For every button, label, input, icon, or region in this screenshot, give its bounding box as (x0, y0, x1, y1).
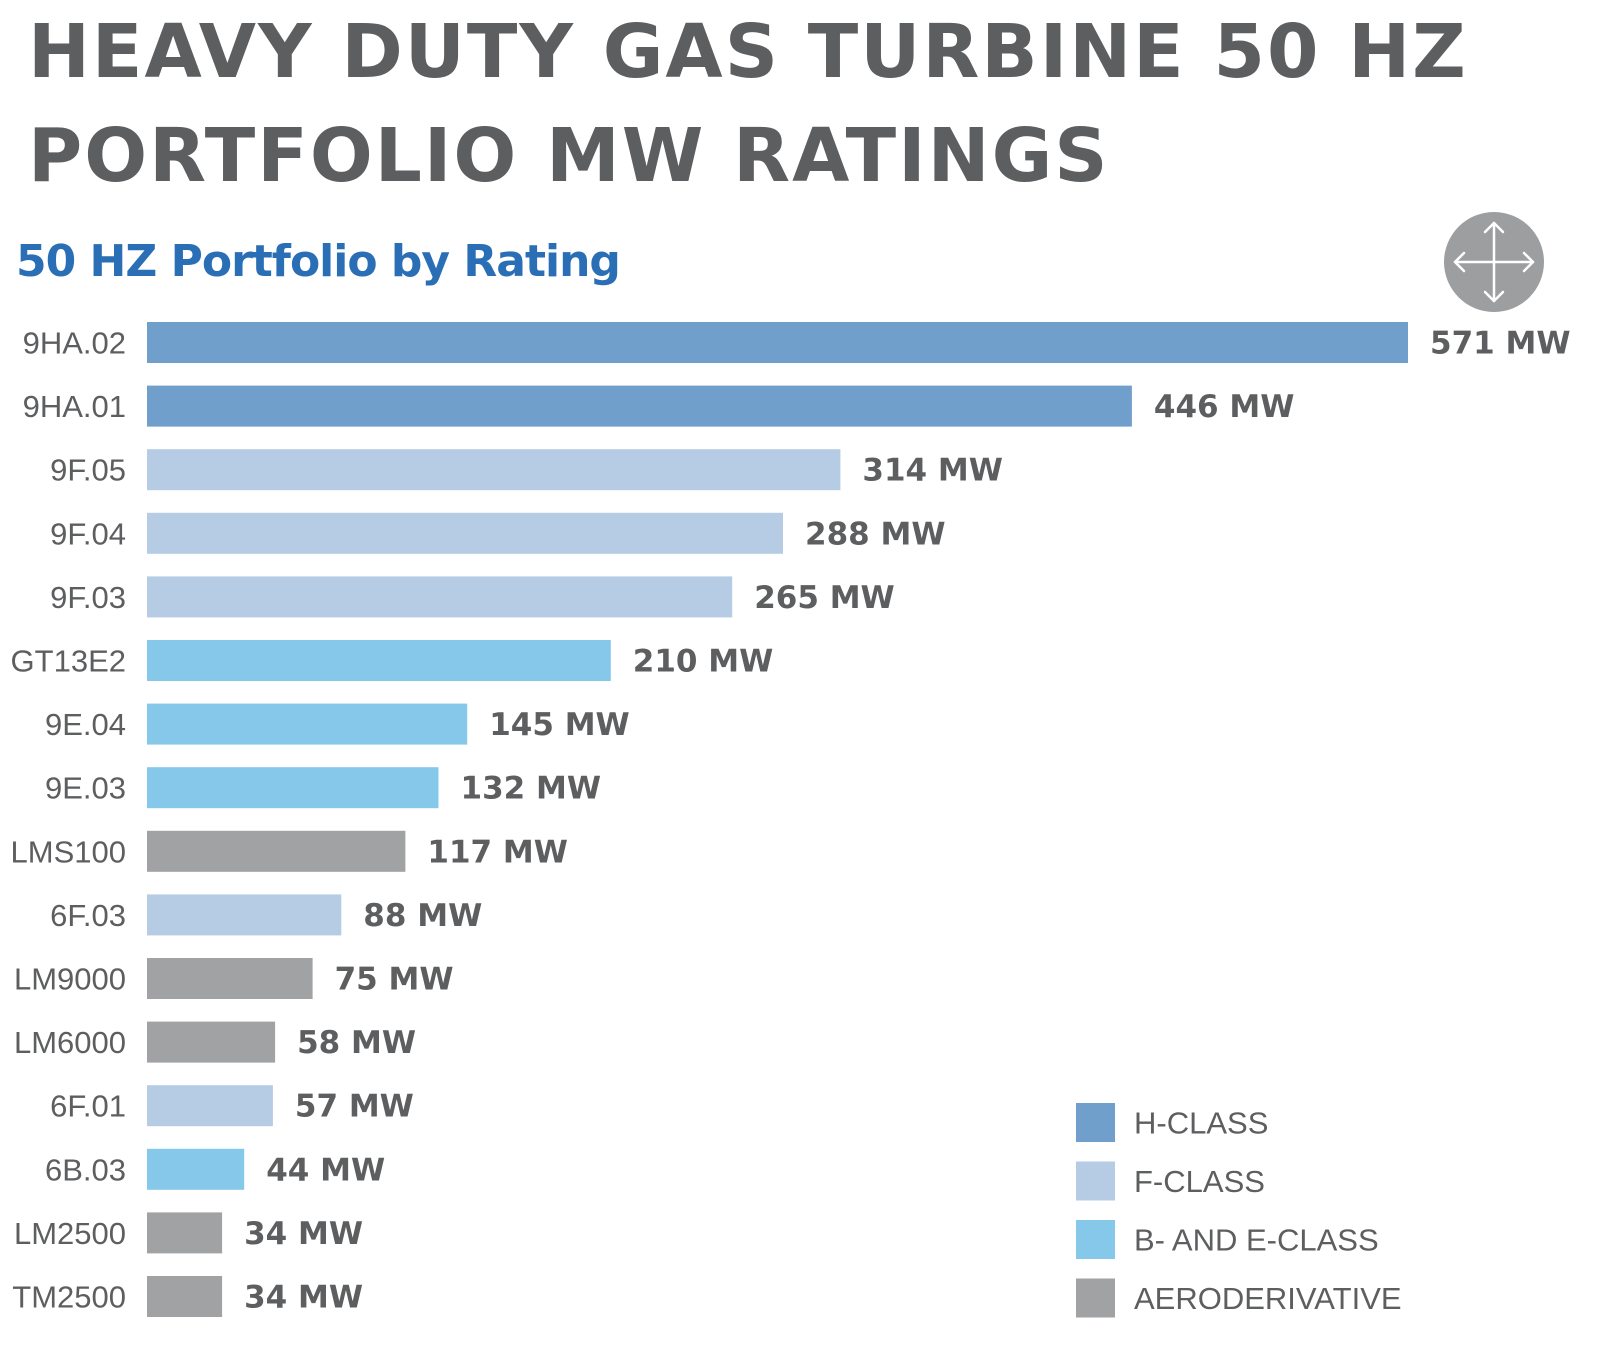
bar-lm9000 (147, 958, 313, 999)
bar-9f-05 (147, 449, 841, 491)
category-label: LM6000 (14, 1025, 126, 1060)
category-label: GT13E2 (11, 644, 126, 679)
value-label: 314 MW (862, 453, 1003, 489)
bar-lms100 (147, 830, 406, 872)
category-label: LM2500 (14, 1216, 126, 1251)
value-label: 288 MW (805, 516, 946, 552)
bar-9f-04 (147, 512, 783, 554)
legend-label-f: F-CLASS (1134, 1164, 1265, 1199)
category-label: 6F.03 (50, 898, 126, 933)
bar-6b-03 (147, 1148, 245, 1190)
category-label: 9HA.02 (23, 326, 126, 361)
category-label: LM9000 (14, 962, 126, 997)
legend-label-h: H-CLASS (1134, 1106, 1268, 1141)
value-label: 75 MW (335, 962, 454, 998)
legend-swatch-be (1076, 1220, 1115, 1259)
category-label: LMS100 (11, 834, 126, 869)
bar-gt13e2 (147, 640, 611, 681)
chart-title: 50 HZ Portfolio by Rating (16, 236, 621, 287)
main-title-line-1: HEAVY DUTY GAS TURBINE 50 HZ (28, 9, 1468, 95)
bar-lm2500 (147, 1212, 223, 1254)
bar-9e-03 (147, 767, 439, 809)
category-label: 6F.01 (50, 1089, 126, 1124)
bar-9f-03 (147, 576, 733, 618)
value-label: 446 MW (1154, 389, 1295, 425)
bar-9e-04 (147, 703, 468, 745)
category-label: 9F.03 (50, 580, 126, 615)
legend-swatch-h (1076, 1103, 1115, 1142)
value-label: 88 MW (363, 898, 482, 934)
value-label: 210 MW (633, 644, 774, 680)
category-label: 6B.03 (45, 1152, 126, 1187)
value-label: 265 MW (754, 580, 895, 616)
value-label: 58 MW (297, 1025, 416, 1061)
value-label: 132 MW (461, 771, 602, 807)
legend-swatch-f (1076, 1161, 1115, 1201)
category-label: 9HA.01 (23, 389, 126, 424)
bar-9ha-01 (147, 385, 1132, 427)
bar-tm2500 (147, 1276, 223, 1317)
legend-label-be: B- AND E-CLASS (1134, 1223, 1379, 1258)
bar-9ha-02 (147, 322, 1408, 363)
legend-label-aero: AERODERIVATIVE (1134, 1281, 1402, 1316)
value-label: 34 MW (244, 1280, 363, 1316)
value-label: 117 MW (427, 834, 568, 870)
main-title: HEAVY DUTY GAS TURBINE 50 HZ PORTFOLIO M… (28, 0, 1468, 208)
category-label: 9F.05 (50, 453, 126, 488)
category-label: 9F.04 (50, 516, 126, 551)
move-arrows-icon[interactable] (1444, 212, 1544, 312)
legend-swatch-aero (1076, 1278, 1115, 1318)
main-title-line-2: PORTFOLIO MW RATINGS (28, 113, 1110, 199)
value-label: 44 MW (266, 1152, 385, 1188)
bar-lm6000 (147, 1021, 276, 1063)
category-label: TM2500 (12, 1280, 126, 1315)
bar-6f-01 (147, 1085, 273, 1127)
value-label: 145 MW (489, 707, 630, 743)
value-label: 571 MW (1430, 326, 1571, 362)
value-label: 34 MW (244, 1216, 363, 1252)
value-label: 57 MW (295, 1089, 414, 1125)
bar-6f-03 (147, 894, 342, 936)
category-label: 9E.04 (45, 707, 126, 742)
category-label: 9E.03 (45, 771, 126, 806)
